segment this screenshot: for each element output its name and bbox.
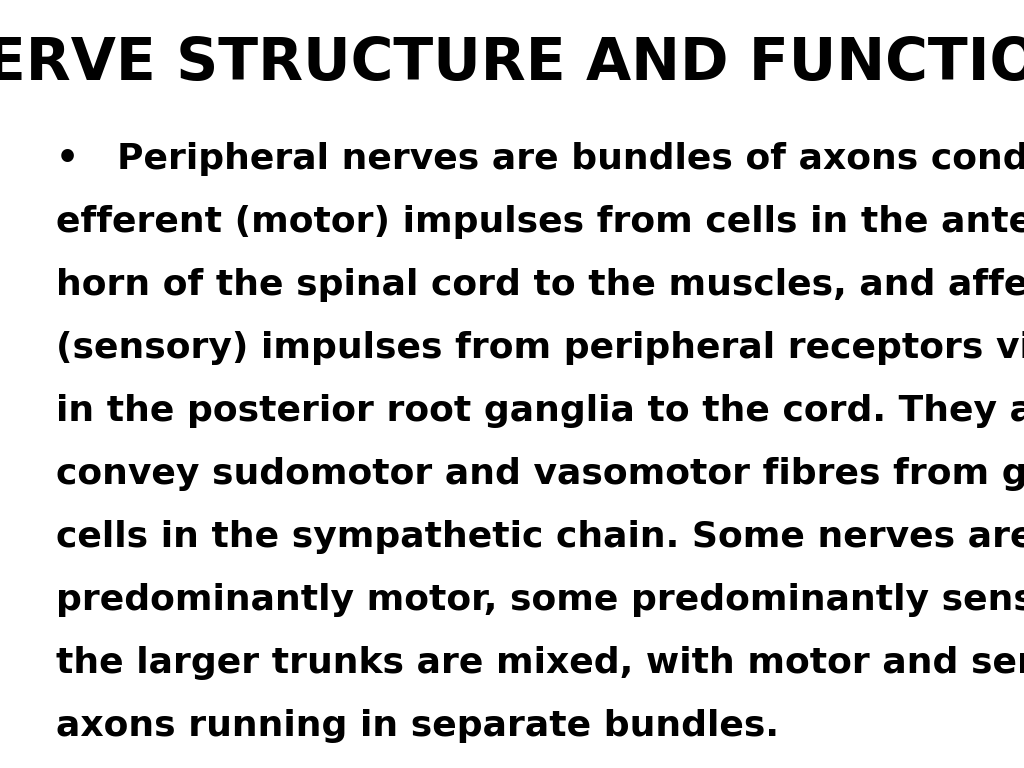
Text: convey sudomotor and vasomotor fibres from ganglion: convey sudomotor and vasomotor fibres fr… <box>56 457 1024 491</box>
Text: in the posterior root ganglia to the cord. They also: in the posterior root ganglia to the cor… <box>56 394 1024 428</box>
Text: NERVE STRUCTURE AND FUNCTION: NERVE STRUCTURE AND FUNCTION <box>0 35 1024 91</box>
Text: the larger trunks are mixed, with motor and sensory: the larger trunks are mixed, with motor … <box>56 646 1024 680</box>
Text: (sensory) impulses from peripheral receptors via cells: (sensory) impulses from peripheral recep… <box>56 331 1024 365</box>
Text: axons running in separate bundles.: axons running in separate bundles. <box>56 709 779 743</box>
Text: predominantly motor, some predominantly sensory;: predominantly motor, some predominantly … <box>56 583 1024 617</box>
Text: horn of the spinal cord to the muscles, and afferent: horn of the spinal cord to the muscles, … <box>56 268 1024 302</box>
Text: •   Peripheral nerves are bundles of axons conducting: • Peripheral nerves are bundles of axons… <box>56 142 1024 176</box>
Text: efferent (motor) impulses from cells in the anterior: efferent (motor) impulses from cells in … <box>56 205 1024 239</box>
Text: cells in the sympathetic chain. Some nerves are: cells in the sympathetic chain. Some ner… <box>56 520 1024 554</box>
